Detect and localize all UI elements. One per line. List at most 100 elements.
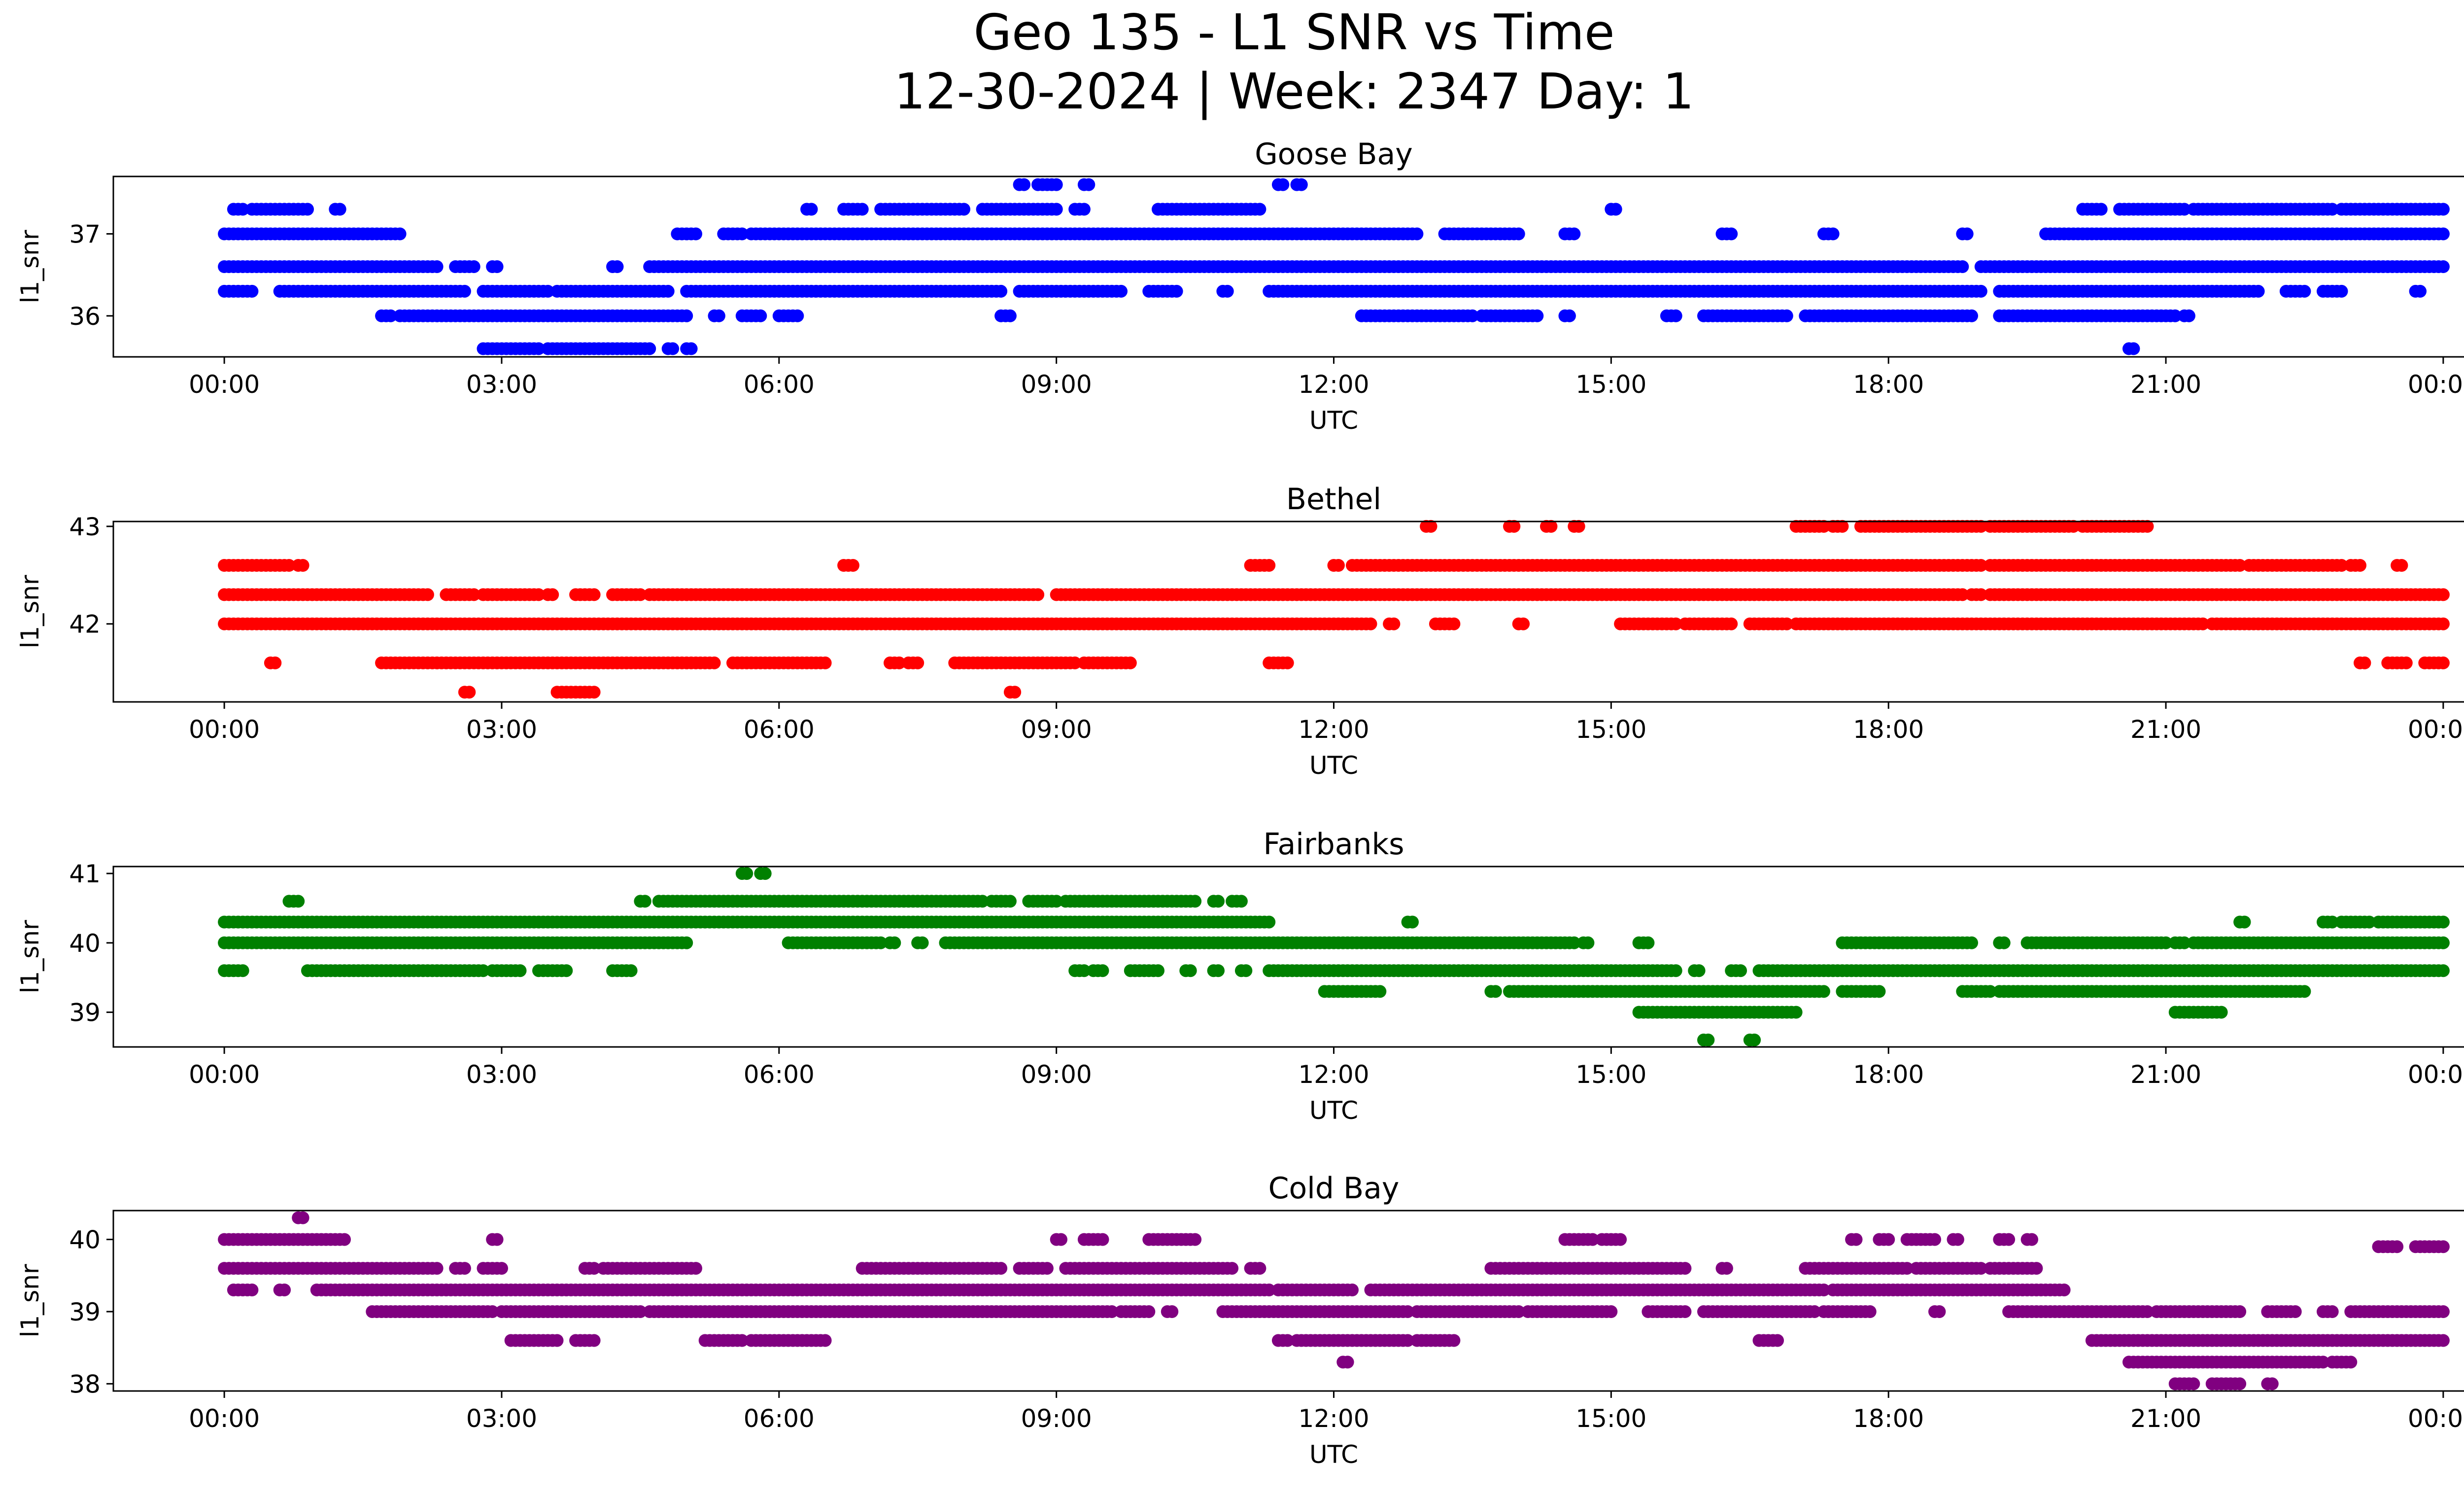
bethel-point-run xyxy=(2391,559,2408,572)
cold-bay-point-run xyxy=(1845,1233,1863,1246)
goose-bay-data-point xyxy=(1221,284,1234,298)
bethel-point-run xyxy=(458,686,476,699)
goose-bay-x-tick-label: 06:00 xyxy=(744,370,815,399)
cold-bay-point-run xyxy=(477,1262,508,1275)
goose-bay-data-point xyxy=(754,309,767,322)
goose-bay-point-run xyxy=(1956,227,1974,241)
fairbanks-point-run xyxy=(532,964,573,977)
cold-bay-point-run xyxy=(273,1284,291,1296)
figure-title-line1: Geo 135 - L1 SNR vs Time xyxy=(974,3,1615,61)
goose-bay-data-point xyxy=(2298,284,2311,298)
cold-bay-point-run xyxy=(1595,1233,1627,1246)
goose-bay-point-run xyxy=(2122,342,2140,355)
goose-bay-data-point xyxy=(1531,309,1544,322)
fairbanks-data-point xyxy=(1096,964,1109,977)
goose-bay-point-run xyxy=(735,309,767,322)
fairbanks-data-point xyxy=(1373,985,1387,998)
bethel-x-tick-label: 09:00 xyxy=(1021,715,1092,744)
goose-bay-data-point xyxy=(735,227,749,241)
fairbanks-data-point xyxy=(1702,1033,1715,1046)
fairbanks-point-run xyxy=(1263,964,1682,977)
goose-bay-data-point xyxy=(1295,178,1308,191)
bethel-point-run xyxy=(218,588,434,601)
bethel-point-run xyxy=(1678,617,1738,630)
goose-bay-point-run xyxy=(772,309,804,322)
goose-bay-point-run xyxy=(1271,178,1290,191)
fairbanks-point-run xyxy=(1836,936,1978,949)
cold-bay-data-point xyxy=(1720,1262,1733,1275)
bethel-data-point xyxy=(2358,656,2371,669)
goose-bay-data-point xyxy=(1965,309,1978,322)
fairbanks-data-point xyxy=(1748,1033,1761,1046)
fairbanks-point-run xyxy=(1484,985,1502,998)
goose-bay-point-run xyxy=(2076,203,2108,216)
cold-bay-point-run xyxy=(310,1284,1276,1296)
cold-bay-data-point xyxy=(338,1233,351,1246)
goose-bay-data-point xyxy=(2414,284,2427,298)
bethel-data-point xyxy=(708,656,721,669)
fairbanks-point-run xyxy=(1752,964,2450,977)
goose-bay-point-run xyxy=(1974,260,2450,273)
fairbanks-point-run xyxy=(1207,895,1225,908)
fairbanks-point-run xyxy=(911,936,929,949)
goose-bay-point-run xyxy=(874,203,970,216)
goose-bay-point-run xyxy=(1817,227,1840,241)
fairbanks-point-run xyxy=(1226,895,1248,908)
bethel-data-point xyxy=(269,656,282,669)
cold-bay-point-run xyxy=(227,1284,259,1296)
fairbanks-x-tick-label: 00:00 xyxy=(2408,1060,2464,1089)
goose-bay-point-run xyxy=(800,203,818,216)
goose-bay-x-tick-label: 21:00 xyxy=(2130,370,2201,399)
bethel-point-run xyxy=(1050,588,1969,601)
bethel-point-run xyxy=(2381,656,2413,669)
goose-bay-data-point xyxy=(384,309,397,322)
bethel-point-run xyxy=(218,559,296,572)
bethel-point-run xyxy=(1327,559,1345,572)
goose-bay-point-run xyxy=(227,203,249,216)
bethel-point-run xyxy=(440,588,480,601)
fairbanks-point-run xyxy=(384,964,490,977)
fairbanks-point-run xyxy=(2168,1006,2228,1019)
bethel-data-point xyxy=(1281,656,1294,669)
fairbanks-x-tick-label: 09:00 xyxy=(1021,1060,1092,1089)
cold-bay-data-point xyxy=(2002,1233,2016,1246)
goose-bay-point-run xyxy=(606,260,624,273)
cold-bay-title: Cold Bay xyxy=(1268,1171,1400,1206)
bethel-point-run xyxy=(837,559,859,572)
bethel-data-point xyxy=(546,588,559,601)
fairbanks-data-point xyxy=(1997,936,2011,949)
goose-bay-point-run xyxy=(680,342,698,355)
goose-bay-data-point xyxy=(1276,178,1290,191)
goose-bay-point-run xyxy=(1993,309,2182,322)
bethel-data-point xyxy=(463,686,476,699)
fairbanks-point-run xyxy=(652,895,989,908)
fairbanks-x-tick-label: 18:00 xyxy=(1853,1060,1924,1089)
goose-bay-data-point xyxy=(1050,178,1063,191)
cold-bay-data-point xyxy=(2030,1262,2043,1275)
goose-bay-data-point xyxy=(684,342,698,355)
cold-bay-point-run xyxy=(856,1262,1008,1275)
bethel-point-run xyxy=(1743,617,1793,630)
fairbanks-point-run xyxy=(1577,936,1595,949)
cold-bay-point-run xyxy=(292,1211,309,1224)
bethel-point-run xyxy=(550,686,601,699)
goose-bay-data-point xyxy=(805,203,818,216)
goose-bay-point-run xyxy=(449,260,480,273)
fairbanks-point-run xyxy=(2233,915,2251,929)
bethel-point-run xyxy=(1346,559,1987,572)
fairbanks-data-point xyxy=(1692,964,1706,977)
bethel-point-run xyxy=(1984,588,2450,601)
fairbanks-point-run xyxy=(218,936,693,949)
goose-bay-point-run xyxy=(2409,284,2427,298)
cold-bay-point-run xyxy=(1715,1262,1733,1275)
cold-bay-point-run xyxy=(1993,1233,2016,1246)
cold-bay-point-run xyxy=(597,1262,702,1275)
bethel-data-point xyxy=(2395,559,2408,572)
cold-bay-data-point xyxy=(1253,1262,1266,1275)
goose-bay-point-run xyxy=(477,284,554,298)
bethel-data-point xyxy=(1263,559,1276,572)
goose-bay-point-run xyxy=(541,342,656,355)
fairbanks-point-run xyxy=(1318,985,1387,998)
cold-bay-point-run xyxy=(1013,1262,1054,1275)
